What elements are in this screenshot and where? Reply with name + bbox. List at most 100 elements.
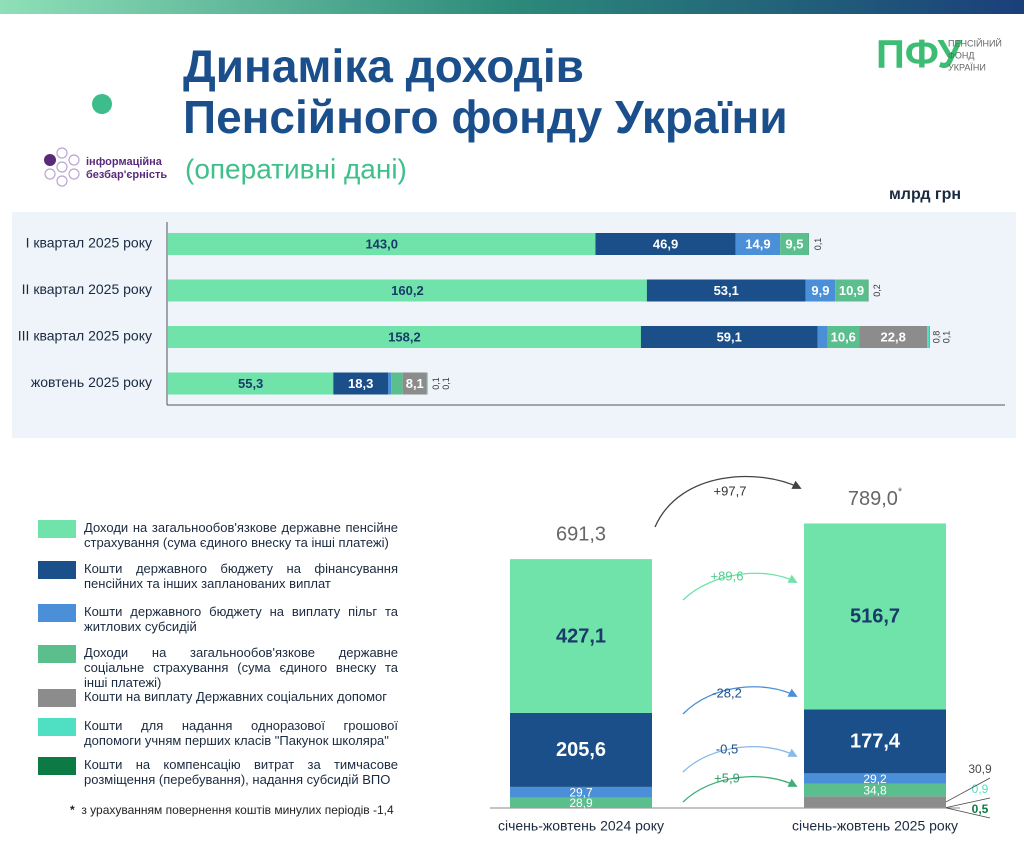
legend-swatch [38, 520, 76, 538]
leader-line [945, 777, 991, 803]
legend-label: Доходи на загальнообов'язкове державне с… [84, 645, 398, 690]
value-label: 177,4 [850, 731, 901, 753]
change-label: +5,9 [714, 770, 740, 785]
change-arrow [682, 572, 798, 601]
bar-segment [646, 279, 806, 302]
value-label: 0,1 [431, 377, 441, 390]
bar-segment [640, 326, 818, 348]
legend-item: Кошти для надання одноразової грошової д… [38, 718, 398, 748]
bar-segment [804, 796, 946, 808]
leader-line [945, 797, 991, 809]
value-label: 516,7 [850, 606, 900, 628]
logo-abbr: ПФУ [876, 33, 963, 77]
value-label: 9,9 [811, 283, 829, 298]
value-label: 53,1 [714, 283, 739, 298]
bar-segment [827, 326, 860, 348]
bar-segment [510, 797, 652, 808]
bar-segment [835, 279, 868, 302]
legend-label: Кошти державного бюджету на виплату піль… [84, 604, 398, 634]
bar-segment [595, 233, 736, 255]
value-label: 30,9 [968, 762, 992, 776]
legend-swatch [38, 561, 76, 579]
value-label: 18,3 [348, 376, 373, 391]
legend-item: Кошти на компенсацію витрат за тимчасове… [38, 757, 398, 787]
value-label: 0,1 [942, 331, 952, 344]
logo-name: ФОНД [948, 50, 974, 60]
y-tick-label: жовтень 2025 року [31, 374, 152, 390]
change-arrow [682, 686, 798, 715]
legend-swatch [38, 718, 76, 736]
value-label: 0,1 [813, 238, 823, 251]
bar-segment [168, 372, 334, 395]
logo-name: ПЕНСІЙНИЙ [948, 37, 1002, 48]
change-label: -28,2 [712, 685, 742, 700]
bar-segment [805, 279, 836, 302]
subtitle: (оперативні дані) [185, 153, 407, 184]
change-arrow [682, 776, 798, 803]
legend-item: Доходи на загальнообов'язкове державне п… [38, 520, 398, 550]
value-label: 22,8 [881, 329, 906, 344]
legend-item: Кошти державного бюджету на фінансування… [38, 561, 398, 591]
value-label: 59,1 [717, 329, 742, 344]
bar-segment [780, 233, 809, 255]
bar-segment [388, 372, 392, 395]
badge-text: інформаційна [86, 156, 163, 168]
footnote-text: з урахуванням повернення коштів минулих … [81, 803, 394, 817]
y-tick-label: I квартал 2025 року [26, 235, 152, 251]
footnote-mark: * [70, 803, 75, 817]
bar-segment [510, 786, 652, 798]
logo-name: УКРАЇНИ [948, 62, 986, 72]
legend-item: Кошти на виплату Державних соціальних до… [38, 689, 398, 707]
value-label: 14,9 [745, 236, 770, 251]
value-label: 0,8 [932, 331, 942, 344]
legend-label: Кошти для надання одноразової грошової д… [84, 718, 398, 748]
total-label: 691,3 [556, 523, 606, 545]
value-label: 160,2 [391, 283, 424, 298]
bar-segment [402, 372, 427, 395]
change-label: -0,5 [716, 741, 738, 756]
change-arrow [654, 475, 802, 528]
bar-segment [804, 709, 946, 774]
footnote-mark: * [898, 486, 903, 498]
bar-segment [168, 279, 647, 302]
legend-swatch [38, 757, 76, 775]
change-label: +97,7 [714, 483, 747, 498]
legend-swatch [38, 689, 76, 707]
bar-segment [168, 326, 641, 348]
bar-segment [168, 233, 596, 255]
legend-item: Доходи на загальнообов'язкове державне с… [38, 645, 398, 690]
change-arrow [682, 746, 798, 773]
value-label: 10,6 [831, 329, 856, 344]
value-label: 143,0 [365, 236, 398, 251]
title: Пенсійного фонду України [183, 91, 788, 143]
value-label: 0,1 [441, 377, 451, 390]
bar-segment [859, 326, 928, 348]
change-label: +89,6 [711, 568, 744, 583]
decor-dot [92, 94, 112, 114]
top-stripe [0, 0, 1024, 14]
value-label: 8,1 [406, 376, 424, 391]
legend-swatch [38, 645, 76, 663]
value-label: 0,9 [972, 782, 989, 796]
value-label: 28,9 [569, 796, 593, 810]
value-label: 46,9 [653, 236, 678, 251]
bar-segment [804, 523, 946, 710]
bar-segment [804, 773, 946, 784]
bar-segment [817, 326, 828, 348]
y-tick-label: III квартал 2025 року [18, 328, 152, 344]
value-label: 34,8 [863, 783, 887, 797]
value-label: 29,7 [569, 785, 593, 799]
value-label: 0,2 [872, 284, 882, 297]
value-label: 9,5 [785, 236, 803, 251]
legend-label: Доходи на загальнообов'язкове державне п… [84, 520, 398, 550]
legend-item: Кошти державного бюджету на виплату піль… [38, 604, 398, 634]
bar-segment [735, 233, 781, 255]
bar-segment [333, 372, 389, 395]
footnote: * з урахуванням повернення коштів минули… [70, 803, 394, 817]
unit-label: млрд грн [889, 186, 961, 203]
value-label: 55,3 [238, 376, 263, 391]
value-label: 205,6 [556, 739, 606, 761]
value-label: 427,1 [556, 625, 606, 647]
